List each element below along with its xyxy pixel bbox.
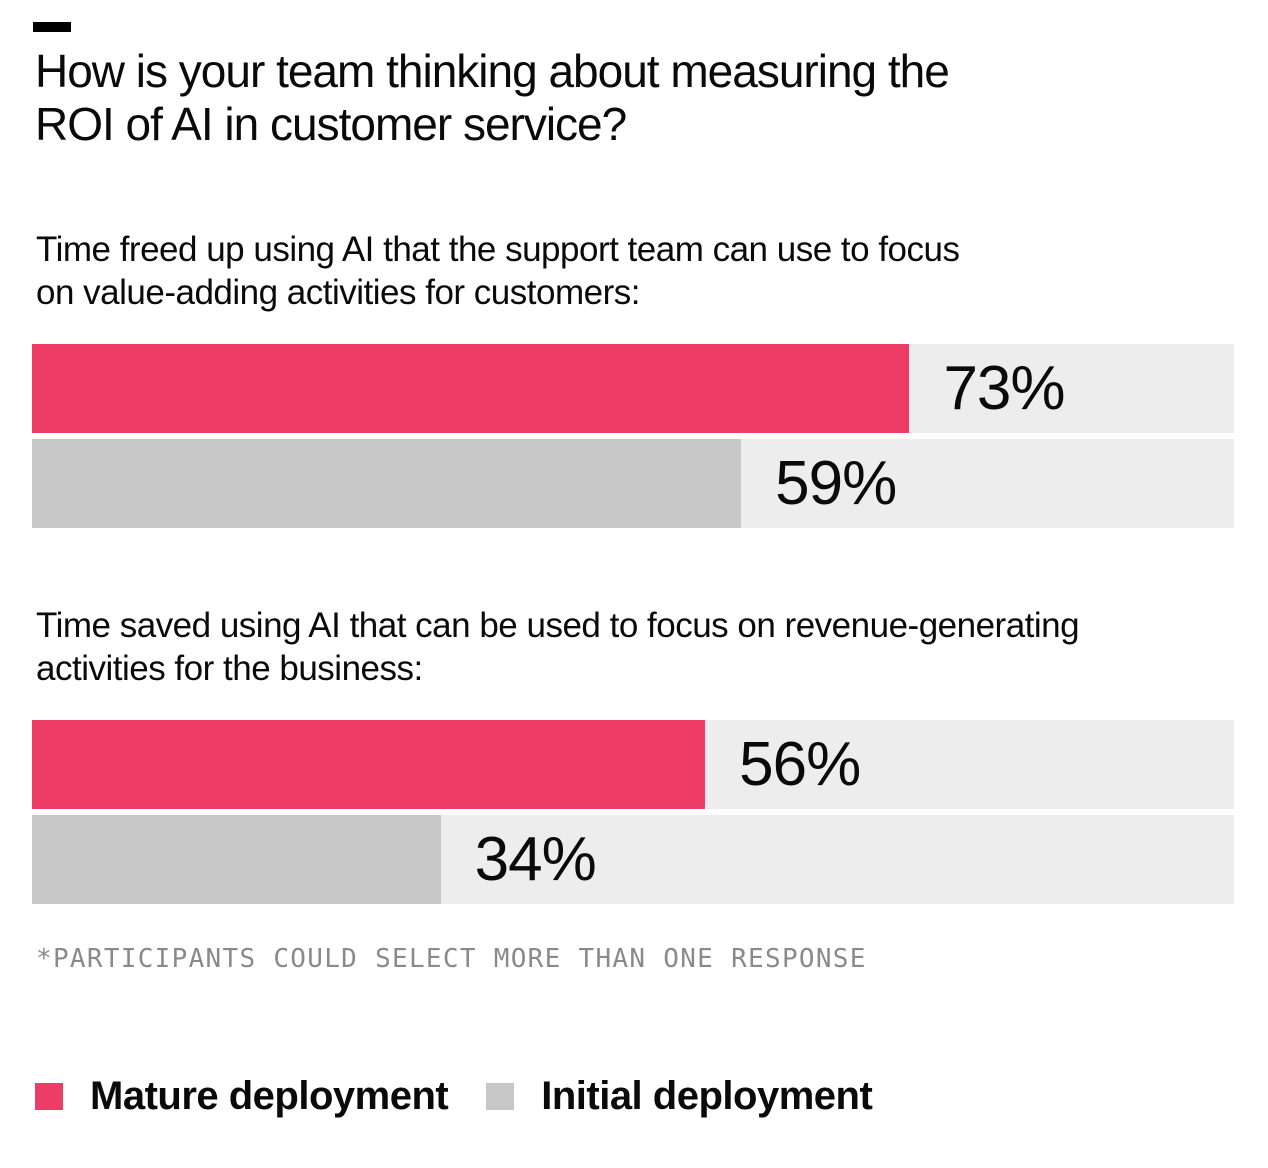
page-title: How is your team thinking about measurin… — [35, 45, 950, 151]
question-label: Time freed up using AI that the support … — [36, 229, 960, 312]
legend-item-mature-deployment: Mature deployment — [35, 1073, 449, 1119]
chart-group: Time freed up using AI that the support … — [0, 228, 1268, 528]
chart-group: Time saved using AI that can be used to … — [0, 604, 1268, 904]
bar-value-label: 73% — [943, 353, 1065, 423]
title-dash-mark — [33, 22, 71, 32]
chart-groups: Time freed up using AI that the support … — [0, 228, 1268, 904]
bar-value-label: 34% — [474, 824, 597, 894]
bar-track: 73% — [32, 343, 1234, 433]
bar-chart: 73% 59% — [32, 343, 1234, 528]
bar-fill-mature-deployment — [32, 719, 706, 809]
bar-track: 56% — [32, 719, 1234, 809]
bar-track: 34% — [32, 814, 1234, 904]
legend-label: Mature deployment — [90, 1073, 449, 1118]
legend: Mature deployment Initial deployment — [35, 1074, 1268, 1119]
bar-fill-initial-deployment — [32, 438, 742, 528]
footnote: *PARTICIPANTS COULD SELECT MORE THAN ONE… — [36, 943, 867, 974]
legend-swatch-mature-deployment — [35, 1082, 63, 1110]
bar-track: 59% — [32, 438, 1234, 528]
bar-fill-initial-deployment — [32, 814, 441, 904]
bar-fill-mature-deployment — [32, 343, 910, 433]
bar-value-label: 59% — [775, 448, 897, 518]
question-label: Time saved using AI that can be used to … — [36, 605, 1080, 688]
legend-item-initial-deployment: Initial deployment — [486, 1073, 873, 1119]
legend-label: Initial deployment — [541, 1073, 873, 1118]
legend-swatch-initial-deployment — [486, 1082, 515, 1110]
roi-survey-figure: How is your team thinking about measurin… — [0, 22, 1268, 1119]
bar-chart: 56% 34% — [32, 719, 1234, 904]
bar-value-label: 56% — [739, 729, 861, 799]
